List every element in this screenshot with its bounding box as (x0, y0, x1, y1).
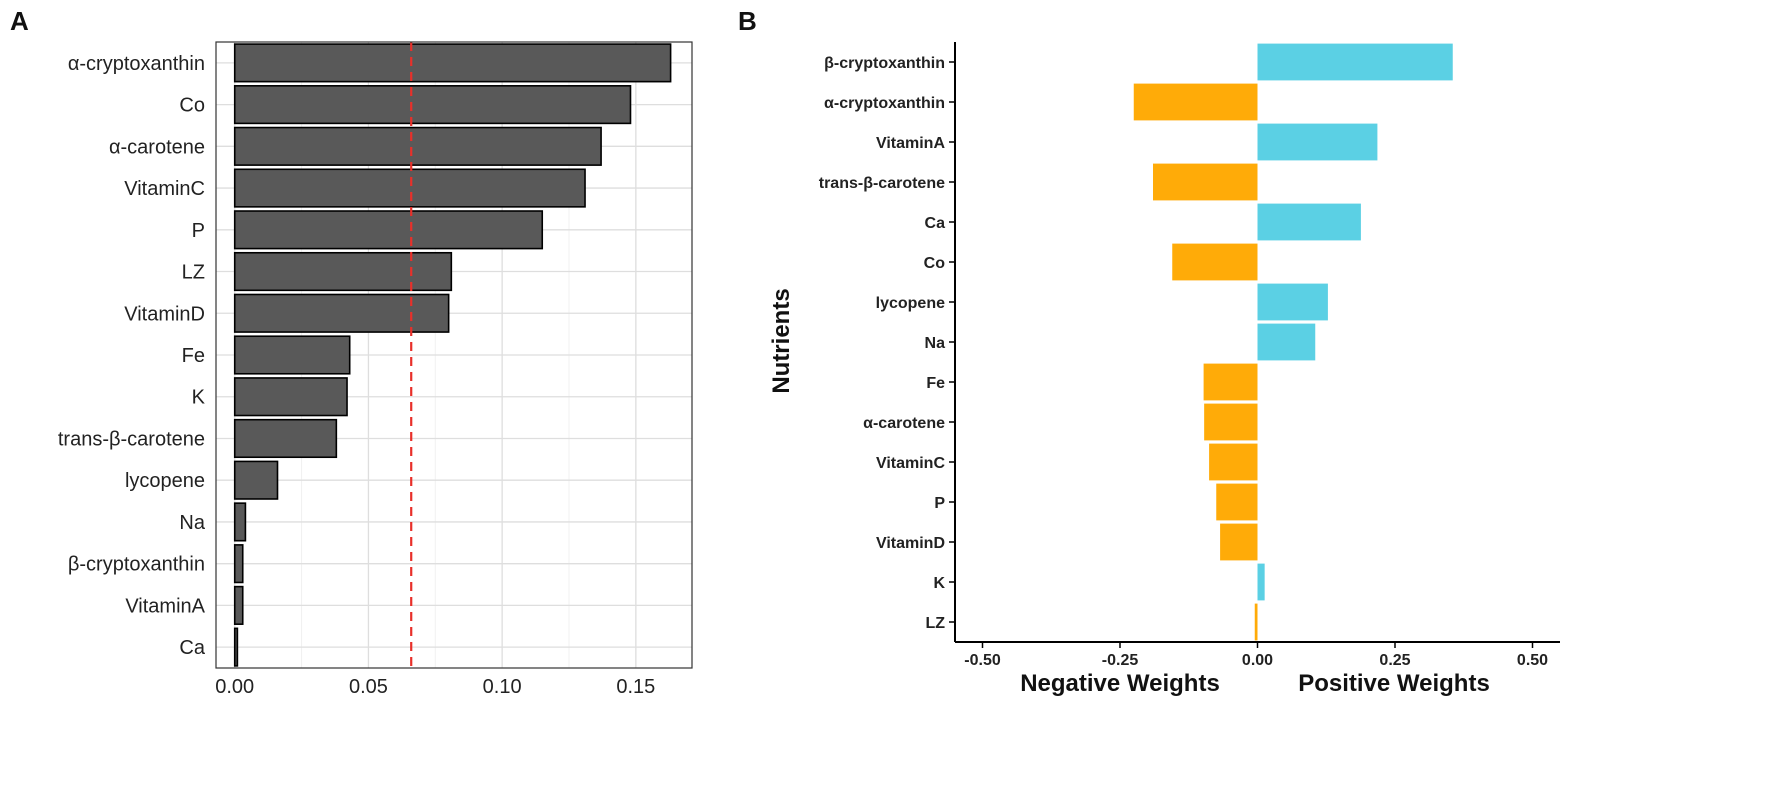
panel-a-bar (233, 544, 244, 584)
panel-a-category-label: Ca (179, 637, 205, 659)
panel-b-bar (1153, 163, 1258, 201)
panel-b-category-label: β-cryptoxanthin (824, 55, 945, 72)
panel-a-x-tick-label: 0.05 (349, 676, 388, 698)
y-axis-title: Nutrients (768, 288, 795, 393)
panel-a-bar (233, 460, 279, 500)
panel-a-bar (233, 293, 450, 333)
panel-b-bar (1172, 243, 1258, 281)
panel-b-category-label: trans-β-carotene (819, 175, 945, 192)
panel-b-bar (1257, 203, 1361, 241)
panel-b-chart: β-cryptoxanthin α-cryptoxanthin VitaminA tr… (819, 42, 1560, 669)
panel-b-category-label: VitaminD (876, 535, 945, 552)
panel-a-chart: α-cryptoxanthin Co α-carotene VitaminC P LZ Vi… (58, 41, 693, 698)
panel-b-x-tick-label: 0.00 (1242, 652, 1273, 669)
panel-b-x-tick-label: 0.25 (1379, 652, 1410, 669)
panel-b-category-label: Co (924, 255, 946, 272)
panel-a-plot-border (215, 41, 693, 669)
panel-a-bar (233, 126, 602, 166)
panel-a-label: A (10, 6, 29, 36)
panel-a-bar (233, 85, 632, 125)
panel-a-category-label: VitaminD (124, 303, 205, 325)
panel-a-category-label: trans-β-carotene (58, 428, 205, 450)
panel-a-category-label: α-cryptoxanthin (68, 53, 205, 75)
panel-b-bar (1257, 323, 1316, 361)
panel-a-category-label: Fe (182, 345, 205, 367)
panel-b-category-label: α-carotene (863, 415, 945, 432)
panel-b-bar (1203, 363, 1258, 401)
negative-weights-label: Negative Weights (1020, 670, 1220, 697)
panel-b-bar (1257, 123, 1378, 161)
panel-a-category-label: K (192, 387, 206, 409)
panel-a-bar (233, 210, 544, 250)
panel-a-category-label: β-cryptoxanthin (68, 554, 205, 576)
panel-b-bar (1220, 523, 1258, 561)
panel-a-bar (233, 502, 247, 542)
panel-b-bar (1216, 483, 1258, 521)
panel-a-x-tick-label: 0.10 (483, 676, 522, 698)
panel-b-category-label: Fe (926, 375, 945, 392)
panel-b-label: B (738, 6, 757, 36)
panel-b-category-label: lycopene (876, 295, 945, 312)
panel-a-bar (233, 377, 348, 417)
panel-a-bar (233, 585, 244, 625)
panel-a-category-label: LZ (182, 262, 205, 284)
panel-a-bar (233, 168, 586, 208)
panel-a-bar (233, 43, 672, 83)
panel-a-bar (233, 418, 338, 459)
panel-a-bar (233, 251, 453, 292)
panel-b-bar (1204, 403, 1258, 441)
panel-b-category-label: K (933, 575, 945, 592)
panel-a-x-tick-label: 0.15 (616, 676, 655, 698)
panel-a-bar (233, 335, 351, 375)
panel-b-category-label: P (934, 495, 945, 512)
panel-b-bar (1133, 83, 1258, 121)
panel-b-x-tick-label: -0.25 (1102, 652, 1139, 669)
panel-a-category-label: Co (179, 95, 205, 117)
positive-weights-label: Positive Weights (1298, 670, 1490, 697)
panel-b-x-tick-label: 0.50 (1517, 652, 1548, 669)
panel-b-category-label: LZ (925, 615, 945, 632)
panel-b-bar (1257, 43, 1453, 81)
panel-b-category-label: VitaminA (876, 135, 946, 152)
panel-b-bar (1254, 603, 1258, 641)
panel-b-bar (1257, 283, 1328, 321)
panel-a-category-label: VitaminC (124, 178, 205, 200)
panel-b-category-label: α-cryptoxanthin (824, 95, 945, 112)
panel-a-category-label: P (192, 220, 205, 242)
panel-a-category-label: lycopene (125, 470, 205, 492)
panel-a-category-label: Na (179, 512, 205, 534)
panel-b-category-label: VitaminC (876, 455, 946, 472)
panel-b-category-label: Na (925, 335, 946, 352)
panel-a-category-label: VitaminA (125, 595, 205, 617)
panel-a-bar (233, 627, 239, 667)
panel-b-category-label: Ca (925, 215, 946, 232)
panel-a-category-label: α-carotene (109, 136, 205, 158)
panel-a-x-tick-label: 0.00 (215, 676, 254, 698)
panel-b-bar (1209, 443, 1258, 481)
panel-b-x-tick-label: -0.50 (964, 652, 1001, 669)
panel-b-bar (1257, 563, 1265, 601)
